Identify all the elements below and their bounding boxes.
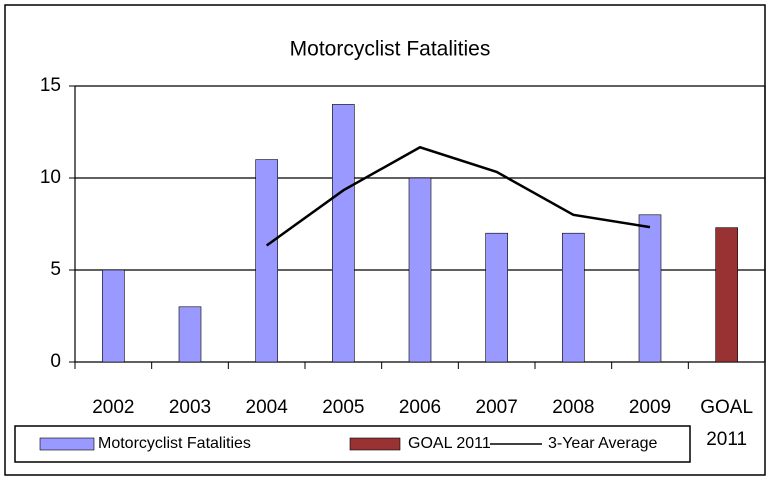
bar bbox=[638, 214, 662, 363]
x-tick-label: 2005 bbox=[322, 397, 364, 418]
y-tick-label: 15 bbox=[40, 75, 61, 96]
bar bbox=[715, 227, 738, 363]
bar bbox=[178, 306, 202, 363]
bar bbox=[485, 232, 508, 363]
chart-border bbox=[4, 4, 766, 476]
bar bbox=[408, 177, 432, 363]
x-tick-label: 2007 bbox=[476, 397, 518, 418]
x-tick-label: 2003 bbox=[169, 397, 211, 418]
bar bbox=[562, 232, 585, 363]
bar bbox=[255, 159, 278, 363]
chart-title: Motorcyclist Fatalities bbox=[290, 38, 491, 61]
line bbox=[265, 145, 651, 247]
x-tick-label: 2002 bbox=[92, 397, 134, 418]
y-tick-label: 5 bbox=[50, 259, 61, 280]
bar bbox=[332, 104, 355, 363]
legend-label: Motorcyclist Fatalities bbox=[98, 435, 251, 452]
x-tick-label: 2006 bbox=[399, 397, 441, 418]
x-tick-label: GOAL 2011 bbox=[700, 397, 753, 450]
bar bbox=[102, 269, 125, 363]
x-tick-label: 2008 bbox=[552, 397, 594, 418]
x-tick-label: 2004 bbox=[246, 397, 289, 418]
y-tick-label: 0 bbox=[50, 351, 61, 372]
legend-swatch bbox=[349, 437, 401, 451]
x-tick-label: 2009 bbox=[629, 397, 671, 418]
y-tick-label: 10 bbox=[40, 167, 61, 188]
legend-label: 3-Year Average bbox=[548, 435, 658, 452]
legend-label: GOAL 2011 bbox=[408, 435, 491, 452]
legend-swatch bbox=[39, 437, 95, 451]
